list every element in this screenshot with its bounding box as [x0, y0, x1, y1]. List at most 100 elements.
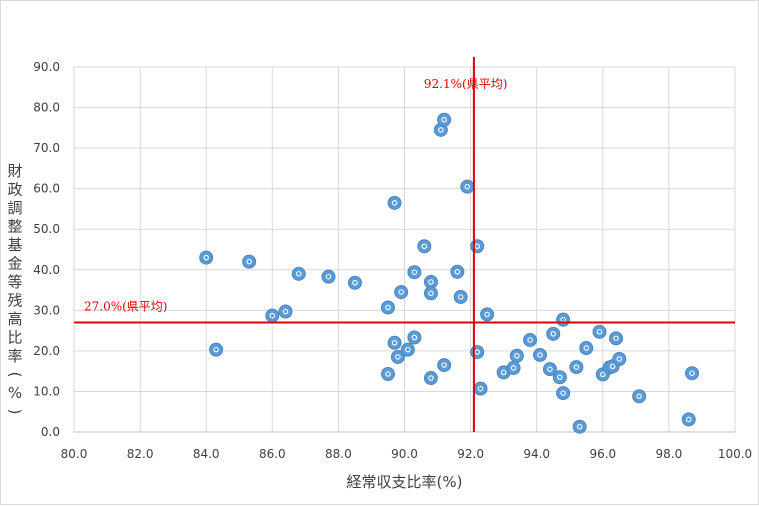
- y-tick-label: 60.0: [33, 182, 60, 196]
- data-point: [437, 112, 452, 127]
- data-point-marker: [454, 269, 461, 275]
- data-point-marker: [547, 366, 553, 372]
- x-tick-label: 80.0: [61, 447, 88, 461]
- data-point: [609, 331, 624, 346]
- data-point-marker: [391, 340, 398, 346]
- y-axis-title-char: ): [6, 409, 24, 415]
- data-point-marker: [428, 279, 434, 285]
- data-point: [387, 195, 402, 210]
- y-axis-title-char: 金: [7, 255, 22, 273]
- data-point: [390, 349, 405, 364]
- y-axis-title-char: 政: [7, 181, 22, 199]
- y-axis-title-char: 財: [7, 162, 22, 180]
- data-point: [681, 412, 696, 427]
- y-tick-label: 50.0: [33, 222, 60, 236]
- data-point-marker: [636, 393, 642, 400]
- x-tick-label: 82.0: [127, 447, 154, 461]
- data-point-marker: [395, 354, 401, 360]
- data-point-marker: [600, 371, 606, 378]
- y-axis-title-char: (: [6, 372, 24, 378]
- data-point-marker: [405, 346, 411, 353]
- x-tick-label: 86.0: [259, 447, 286, 461]
- x-tick-label: 98.0: [656, 447, 683, 461]
- data-point-marker: [474, 243, 480, 250]
- data-point: [400, 342, 415, 357]
- data-point-marker: [500, 369, 507, 376]
- data-point-marker: [510, 365, 517, 371]
- data-point: [473, 381, 488, 396]
- data-point-marker: [282, 308, 289, 315]
- data-point-marker: [685, 416, 692, 423]
- y-tick-label: 20.0: [33, 344, 60, 358]
- data-point-marker: [428, 290, 434, 297]
- y-axis-title-char: 残: [7, 292, 22, 310]
- data-point: [387, 335, 402, 350]
- data-point-marker: [609, 363, 616, 370]
- data-point: [685, 366, 700, 381]
- x-axis-title: 経常収支比率(%): [347, 473, 463, 491]
- gridlines: [73, 66, 736, 433]
- y-tick-label: 40.0: [33, 263, 60, 277]
- y-axis-title-char: 基: [7, 236, 22, 254]
- data-point-marker: [385, 304, 391, 311]
- data-point: [579, 341, 594, 356]
- data-point-marker: [583, 345, 590, 351]
- y-tick-label: 70.0: [33, 141, 60, 155]
- average-vertical-label: 92.1%(県平均): [424, 77, 508, 91]
- data-point: [556, 386, 571, 401]
- data-point: [569, 360, 584, 375]
- data-point-marker: [596, 329, 603, 335]
- data-point: [612, 352, 627, 366]
- x-tick-label: 90.0: [391, 447, 418, 461]
- data-point: [552, 370, 567, 385]
- data-point-marker: [537, 352, 543, 358]
- data-point-marker: [421, 243, 428, 250]
- data-point-marker: [411, 334, 418, 341]
- data-point-marker: [557, 374, 563, 380]
- data-point-marker: [411, 269, 418, 275]
- data-point: [632, 389, 647, 404]
- y-axis-title-char: 率: [7, 347, 22, 365]
- data-point: [265, 308, 280, 323]
- data-point-marker: [398, 289, 404, 295]
- data-point: [509, 348, 524, 363]
- data-point: [407, 330, 422, 345]
- data-point: [417, 239, 432, 254]
- data-point: [423, 286, 438, 301]
- data-point: [380, 367, 395, 382]
- data-point-marker: [514, 353, 520, 359]
- data-point-marker: [441, 362, 447, 368]
- data-point: [380, 300, 395, 315]
- x-tick-label: 100.0: [718, 447, 752, 461]
- data-point: [556, 312, 571, 327]
- data-point-marker: [576, 423, 583, 430]
- y-tick-label: 10.0: [33, 384, 60, 398]
- data-point: [470, 345, 485, 360]
- data-point-marker: [613, 335, 619, 342]
- data-point-marker: [464, 183, 471, 190]
- tick-labels: 80.0 82.0 84.0 86.0 88.0 90.0 92.0 94.0 96.0 98.0…: [33, 60, 752, 461]
- data-point-marker: [441, 116, 447, 123]
- y-axis-title-char: 等: [7, 273, 22, 291]
- y-tick-label: 90.0: [33, 60, 60, 74]
- y-tick-label: 30.0: [33, 303, 60, 317]
- data-point-marker: [550, 331, 556, 337]
- data-point: [533, 347, 548, 362]
- data-point-marker: [689, 370, 695, 376]
- y-axis-title-char: 比: [7, 329, 22, 347]
- data-point: [209, 342, 224, 357]
- y-tick-label: 80.0: [33, 101, 60, 115]
- y-tick-label: 0.0: [41, 425, 60, 439]
- data-point-marker: [428, 375, 434, 381]
- data-point-marker: [457, 294, 464, 300]
- data-point-marker: [213, 346, 219, 353]
- data-point: [347, 275, 362, 290]
- data-point-marker: [203, 254, 209, 261]
- data-point-marker: [484, 311, 490, 318]
- data-point: [321, 269, 336, 284]
- data-point: [506, 360, 521, 375]
- data-point: [470, 239, 485, 254]
- data-point: [592, 324, 607, 339]
